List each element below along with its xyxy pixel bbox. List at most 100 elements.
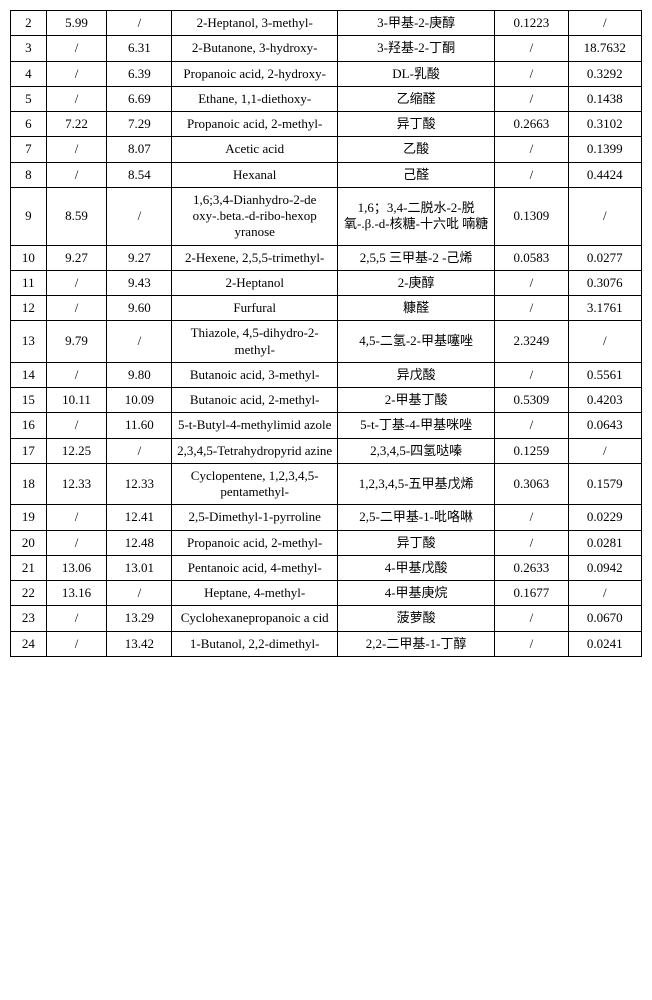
table-cell: 0.2633 <box>495 555 568 580</box>
table-cell: / <box>568 581 641 606</box>
table-row: 12/9.60Furfural糠醛/3.1761 <box>11 296 642 321</box>
table-cell: 22 <box>11 581 47 606</box>
table-cell: 乙酸 <box>338 137 495 162</box>
table-cell: 5-t-Butyl-4-methylimid azole <box>172 413 338 438</box>
table-cell: 8 <box>11 162 47 187</box>
table-row: 109.279.272-Hexene, 2,5,5-trimethyl-2,5,… <box>11 245 642 270</box>
table-row: 8/8.54Hexanal己醛/0.4424 <box>11 162 642 187</box>
table-cell: Heptane, 4-methyl- <box>172 581 338 606</box>
table-row: 20/12.48Propanoic acid, 2-methyl-异丁酸/0.0… <box>11 530 642 555</box>
table-cell: DL-乳酸 <box>338 61 495 86</box>
table-row: 5/6.69Ethane, 1,1-diethoxy-乙缩醛/0.1438 <box>11 86 642 111</box>
table-cell: 7.29 <box>107 112 172 137</box>
table-cell: / <box>495 86 568 111</box>
table-cell: 16 <box>11 413 47 438</box>
table-cell: 5-t-丁基-4-甲基咪唑 <box>338 413 495 438</box>
table-cell: Propanoic acid, 2-methyl- <box>172 530 338 555</box>
table-cell: / <box>495 362 568 387</box>
table-cell: 2-庚醇 <box>338 270 495 295</box>
table-row: 139.79/Thiazole, 4,5-dihydro-2-methyl-4,… <box>11 321 642 363</box>
table-cell: 2-Butanone, 3-hydroxy- <box>172 36 338 61</box>
table-cell: 菠萝酸 <box>338 606 495 631</box>
table-cell: 13.29 <box>107 606 172 631</box>
table-cell: / <box>46 36 107 61</box>
table-row: 1812.3312.33Cyclopentene, 1,2,3,4,5-pent… <box>11 463 642 505</box>
table-cell: 0.1677 <box>495 581 568 606</box>
table-cell: 21 <box>11 555 47 580</box>
table-cell: 12.41 <box>107 505 172 530</box>
table-cell: 9.27 <box>107 245 172 270</box>
table-cell: / <box>495 296 568 321</box>
table-cell: 0.2663 <box>495 112 568 137</box>
table-cell: 24 <box>11 631 47 656</box>
table-cell: 0.3076 <box>568 270 641 295</box>
table-cell: 2,3,4,5-Tetrahydropyrid azine <box>172 438 338 463</box>
table-cell: Cyclopentene, 1,2,3,4,5-pentamethyl- <box>172 463 338 505</box>
table-cell: 6.69 <box>107 86 172 111</box>
table-cell: / <box>107 187 172 245</box>
table-cell: 1,2,3,4,5-五甲基戊烯 <box>338 463 495 505</box>
table-cell: 20 <box>11 530 47 555</box>
table-row: 25.99/2-Heptanol, 3-methyl-3-甲基-2-庚醇0.12… <box>11 11 642 36</box>
table-cell: / <box>46 362 107 387</box>
table-cell: Propanoic acid, 2-hydroxy- <box>172 61 338 86</box>
table-cell: 2,3,4,5-四氢哒嗪 <box>338 438 495 463</box>
table-cell: 8.59 <box>46 187 107 245</box>
table-cell: / <box>46 137 107 162</box>
table-cell: 0.0670 <box>568 606 641 631</box>
table-cell: 1,6;3,4-Dianhydro-2-de oxy-.beta.-d-ribo… <box>172 187 338 245</box>
table-cell: 2-Heptanol <box>172 270 338 295</box>
table-row: 67.227.29Propanoic acid, 2-methyl-异丁酸0.2… <box>11 112 642 137</box>
table-cell: 4-甲基庚烷 <box>338 581 495 606</box>
table-cell: 0.1438 <box>568 86 641 111</box>
table-cell: Thiazole, 4,5-dihydro-2-methyl- <box>172 321 338 363</box>
table-cell: 3-羟基-2-丁酮 <box>338 36 495 61</box>
table-cell: 0.0241 <box>568 631 641 656</box>
table-cell: / <box>495 413 568 438</box>
table-cell: 0.1223 <box>495 11 568 36</box>
table-cell: 5 <box>11 86 47 111</box>
table-cell: 2-Heptanol, 3-methyl- <box>172 11 338 36</box>
table-row: 11/9.432-Heptanol2-庚醇/0.3076 <box>11 270 642 295</box>
table-cell: / <box>495 631 568 656</box>
table-cell: 7.22 <box>46 112 107 137</box>
table-cell: / <box>495 530 568 555</box>
table-cell: 18 <box>11 463 47 505</box>
table-cell: / <box>568 11 641 36</box>
table-cell: / <box>46 631 107 656</box>
compound-table: 25.99/2-Heptanol, 3-methyl-3-甲基-2-庚醇0.12… <box>10 10 642 657</box>
table-cell: 13 <box>11 321 47 363</box>
table-cell: / <box>568 321 641 363</box>
table-cell: 0.1399 <box>568 137 641 162</box>
table-cell: 11 <box>11 270 47 295</box>
table-cell: / <box>46 162 107 187</box>
table-cell: 0.0583 <box>495 245 568 270</box>
table-cell: Cyclohexanepropanoic a cid <box>172 606 338 631</box>
table-cell: / <box>46 413 107 438</box>
table-cell: 1-Butanol, 2,2-dimethyl- <box>172 631 338 656</box>
table-cell: 10 <box>11 245 47 270</box>
table-cell: / <box>46 606 107 631</box>
table-row: 4/6.39Propanoic acid, 2-hydroxy-DL-乳酸/0.… <box>11 61 642 86</box>
table-cell: 10.09 <box>107 388 172 413</box>
table-cell: 2 <box>11 11 47 36</box>
table-cell: Pentanoic acid, 4-methyl- <box>172 555 338 580</box>
table-cell: 12.25 <box>46 438 107 463</box>
table-cell: 9.27 <box>46 245 107 270</box>
table-cell: Ethane, 1,1-diethoxy- <box>172 86 338 111</box>
table-cell: / <box>495 270 568 295</box>
table-cell: 15 <box>11 388 47 413</box>
table-cell: 17 <box>11 438 47 463</box>
table-row: 2213.16/Heptane, 4-methyl-4-甲基庚烷0.1677/ <box>11 581 642 606</box>
table-cell: 己醛 <box>338 162 495 187</box>
table-cell: 3.1761 <box>568 296 641 321</box>
table-cell: / <box>46 296 107 321</box>
table-cell: 3-甲基-2-庚醇 <box>338 11 495 36</box>
table-cell: / <box>568 438 641 463</box>
table-cell: / <box>46 505 107 530</box>
table-cell: / <box>107 438 172 463</box>
table-cell: 12 <box>11 296 47 321</box>
table-cell: 12.33 <box>46 463 107 505</box>
table-cell: 0.3063 <box>495 463 568 505</box>
table-row: 14/9.80Butanoic acid, 3-methyl-异戊酸/0.556… <box>11 362 642 387</box>
